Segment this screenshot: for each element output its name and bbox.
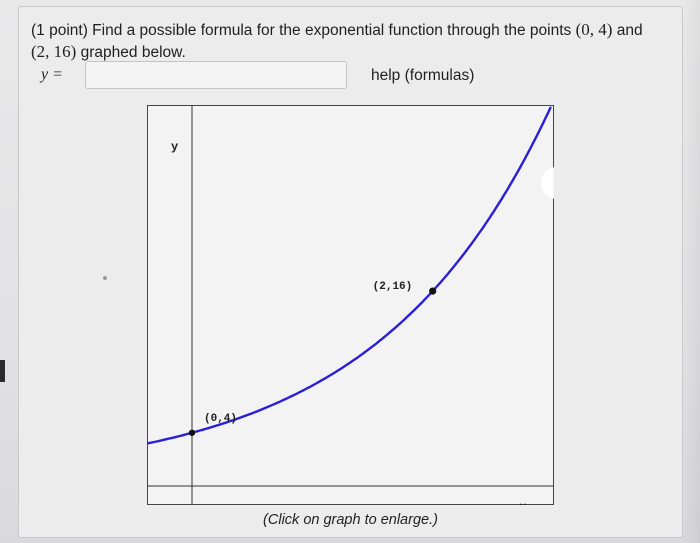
graph-svg[interactable]: y × (0,4) (2,16) [147,105,554,505]
right-shadow [682,0,700,543]
point-a-label: (0,4) [204,413,237,425]
y-axis-label: y [171,140,178,154]
graph-caption[interactable]: (Click on graph to enlarge.) [263,512,438,528]
question-line1: (1 point) Find a possible formula for th… [31,22,576,39]
help-formulas-link[interactable]: help (formulas) [371,67,475,84]
exponential-curve [147,106,552,445]
point-a-marker [188,429,196,436]
question-line2: graphed below. [76,44,186,61]
question-and: and [612,22,643,39]
answer-input[interactable] [85,61,347,89]
point-b-math: (2, 16) [31,42,77,61]
answer-label: y = [41,66,63,83]
x-axis-marker: × [519,499,527,505]
background-edge-mark [0,360,5,382]
answer-row: y = help (formulas) [41,61,641,91]
point-a-math: (0, 4) [575,20,613,39]
question-text: (1 point) Find a possible formula for th… [31,19,671,63]
decorative-dot [103,276,107,280]
point-b-label: (2,16) [373,281,413,293]
point-b-marker [429,287,437,295]
glare-spot [541,167,554,199]
graph-border [147,105,554,505]
problem-panel: (1 point) Find a possible formula for th… [18,6,683,538]
graph-figure[interactable]: y × (0,4) (2,16) [147,105,554,505]
